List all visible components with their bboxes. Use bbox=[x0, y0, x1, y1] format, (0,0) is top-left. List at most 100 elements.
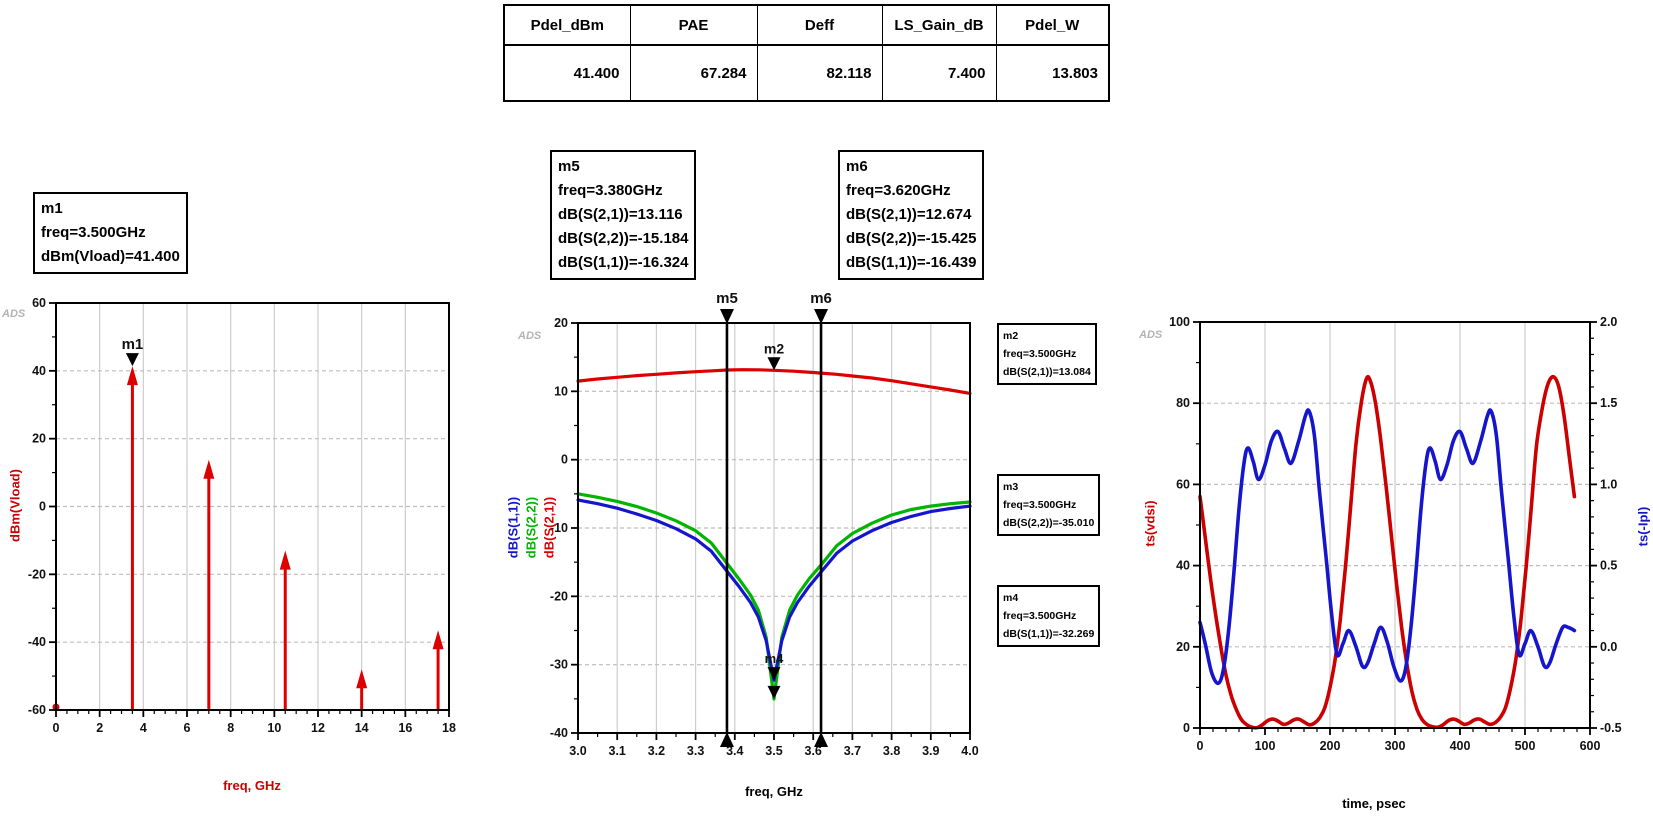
svg-text:-40: -40 bbox=[550, 726, 568, 740]
svg-text:3.1: 3.1 bbox=[609, 744, 626, 758]
trace-ts-vdsi- bbox=[1198, 374, 1577, 730]
marker-box-line: m4 bbox=[1003, 592, 1019, 604]
stem-arrowhead bbox=[126, 366, 138, 386]
svg-text:60: 60 bbox=[1176, 477, 1190, 491]
marker-box-line: m1 bbox=[41, 200, 63, 217]
svg-text:16: 16 bbox=[398, 721, 412, 735]
point-marker-unlabeled[interactable] bbox=[767, 685, 781, 699]
table-value-pdel-dbm: 41.400 bbox=[503, 44, 631, 102]
time-y-axis-right-label: ts(-Ipl) bbox=[1635, 506, 1651, 547]
sparams-plot: 3.0 3.1 3.2 3.3 3.4 3.5 3.6 3.7 3.8 3.9 4.0 -40 -30 -… bbox=[550, 290, 979, 758]
marker-triangle-bottom[interactable] bbox=[814, 732, 829, 747]
table-value-pdel-w: 13.803 bbox=[995, 44, 1110, 102]
measurement-table: Pdel_dBm PAE Deff LS_Gain_dB Pdel_W 41.4… bbox=[503, 4, 1110, 102]
marker-box-line: dB(S(1,1))=-16.324 bbox=[558, 254, 689, 271]
table-value-pae: 67.284 bbox=[629, 44, 758, 102]
svg-text:3.5: 3.5 bbox=[765, 744, 782, 758]
marker-triangle[interactable] bbox=[767, 667, 781, 681]
marker-box-line: freq=3.500GHz bbox=[1003, 610, 1077, 622]
marker-box-line: dBm(Vload)=41.400 bbox=[41, 248, 180, 265]
svg-text:300: 300 bbox=[1385, 739, 1406, 753]
sparams-axes: 3.0 3.1 3.2 3.3 3.4 3.5 3.6 3.7 3.8 3.9 4.0 -40 -30 -… bbox=[550, 316, 979, 758]
marker-box-m3[interactable]: m3 freq=3.500GHz dB(S(2,2))=-35.010 bbox=[997, 474, 1101, 536]
svg-text:0: 0 bbox=[561, 453, 568, 467]
svg-text:-10: -10 bbox=[550, 521, 568, 535]
marker-box-line: freq=3.620GHz bbox=[846, 182, 951, 199]
svg-text:3.6: 3.6 bbox=[805, 744, 822, 758]
svg-text:4: 4 bbox=[140, 721, 147, 735]
stem-arrowhead bbox=[203, 459, 215, 479]
marker-label: m1 bbox=[122, 336, 144, 353]
svg-text:-30: -30 bbox=[550, 658, 568, 672]
svg-text:100: 100 bbox=[1255, 739, 1276, 753]
svg-text:60: 60 bbox=[32, 296, 46, 310]
marker-box-line: dB(S(1,1))=-32.269 bbox=[1003, 628, 1095, 640]
svg-text:2.0: 2.0 bbox=[1600, 315, 1617, 329]
sparams-x-axis-label: freq, GHz bbox=[745, 784, 803, 799]
spectrum-plot: 0 2 4 6 8 10 12 14 16 18 -60 -40 -20 0 20 40 60 m1 bbox=[28, 296, 456, 735]
spectrum-x-axis-label: freq, GHz bbox=[223, 778, 281, 793]
marker-triangle[interactable] bbox=[125, 353, 139, 367]
svg-text:2: 2 bbox=[96, 721, 103, 735]
marker-triangle-top[interactable] bbox=[814, 309, 829, 324]
ads-watermark: ADS bbox=[518, 330, 542, 342]
svg-text:3.3: 3.3 bbox=[687, 744, 704, 758]
spectrum-y-axis-label: dBm(Vload) bbox=[7, 469, 23, 542]
svg-text:0.5: 0.5 bbox=[1600, 559, 1617, 573]
marker-box-line: freq=3.380GHz bbox=[558, 182, 663, 199]
marker-box-m1[interactable]: m1 freq=3.500GHz dBm(Vload)=41.400 bbox=[33, 192, 188, 274]
marker-box-m2[interactable]: m2 freq=3.500GHz dB(S(2,1))=13.084 bbox=[997, 323, 1097, 385]
stem-arrowhead bbox=[356, 669, 368, 689]
svg-text:-40: -40 bbox=[28, 635, 46, 649]
marker-box-line: m6 bbox=[846, 158, 868, 175]
point-marker-m2[interactable]: m2 bbox=[764, 340, 784, 371]
svg-text:0: 0 bbox=[39, 500, 46, 514]
svg-text:10: 10 bbox=[554, 384, 568, 398]
svg-text:3.8: 3.8 bbox=[883, 744, 900, 758]
svg-text:12: 12 bbox=[311, 721, 325, 735]
spectrum-traces bbox=[52, 366, 444, 711]
marker-triangle-bottom[interactable] bbox=[719, 732, 734, 747]
vline-marker-m6[interactable]: m6 bbox=[810, 290, 832, 747]
point-marker-m1[interactable]: m1 bbox=[122, 336, 144, 367]
svg-text:14: 14 bbox=[355, 721, 369, 735]
svg-text:3.4: 3.4 bbox=[726, 744, 743, 758]
marker-box-m5[interactable]: m5 freq=3.380GHz dB(S(2,1))=13.116 dB(S(… bbox=[550, 150, 697, 280]
svg-text:-20: -20 bbox=[28, 567, 46, 581]
svg-text:-0.5: -0.5 bbox=[1600, 721, 1622, 735]
marker-box-m6[interactable]: m6 freq=3.620GHz dB(S(2,1))=12.674 dB(S(… bbox=[838, 150, 985, 280]
table-header-ls-gain-db: LS_Gain_dB bbox=[881, 4, 997, 46]
table-value-deff: 82.118 bbox=[756, 44, 883, 102]
time-y-axis-left-label: ts(vdsi) bbox=[1142, 500, 1158, 547]
marker-triangle[interactable] bbox=[767, 685, 781, 699]
table-header-deff: Deff bbox=[756, 4, 883, 46]
point-marker-m4[interactable]: m4 bbox=[765, 651, 785, 681]
sparams-y-axis-label-s22: dB(S(2,2)) bbox=[523, 496, 539, 559]
stem-arrowhead bbox=[279, 550, 291, 570]
marker-box-line: dB(S(2,1))=12.674 bbox=[846, 206, 972, 223]
marker-box-line: m2 bbox=[1003, 330, 1019, 342]
svg-text:1.0: 1.0 bbox=[1600, 477, 1617, 491]
svg-text:10: 10 bbox=[267, 721, 281, 735]
svg-text:600: 600 bbox=[1580, 739, 1601, 753]
marker-box-line: dB(S(2,1))=13.084 bbox=[1003, 366, 1091, 378]
marker-box-line: freq=3.500GHz bbox=[41, 224, 146, 241]
table-header-pdel-dbm: Pdel_dBm bbox=[503, 4, 631, 46]
marker-box-line: dB(S(2,1))=13.116 bbox=[558, 206, 683, 223]
sparams-y-axis-label-s11: dB(S(1,1)) bbox=[505, 496, 521, 559]
time-traces bbox=[1198, 374, 1577, 730]
table-header-pae: PAE bbox=[629, 4, 758, 46]
svg-text:6: 6 bbox=[184, 721, 191, 735]
marker-box-line: dB(S(2,2))=-15.184 bbox=[558, 230, 689, 247]
stem-arrowhead bbox=[432, 630, 444, 650]
marker-triangle-top[interactable] bbox=[719, 309, 734, 324]
vline-marker-m5[interactable]: m5 bbox=[716, 290, 738, 747]
time-axes: 0 100 200 300 400 500 600 0 20 40 60 80 100 -0.5 0.0 0.… bbox=[1169, 315, 1621, 753]
svg-text:20: 20 bbox=[1176, 640, 1190, 654]
marker-triangle[interactable] bbox=[767, 357, 781, 371]
svg-text:200: 200 bbox=[1320, 739, 1341, 753]
marker-box-m4[interactable]: m4 freq=3.500GHz dB(S(1,1))=-32.269 bbox=[997, 585, 1101, 647]
marker-label: m4 bbox=[765, 651, 785, 666]
